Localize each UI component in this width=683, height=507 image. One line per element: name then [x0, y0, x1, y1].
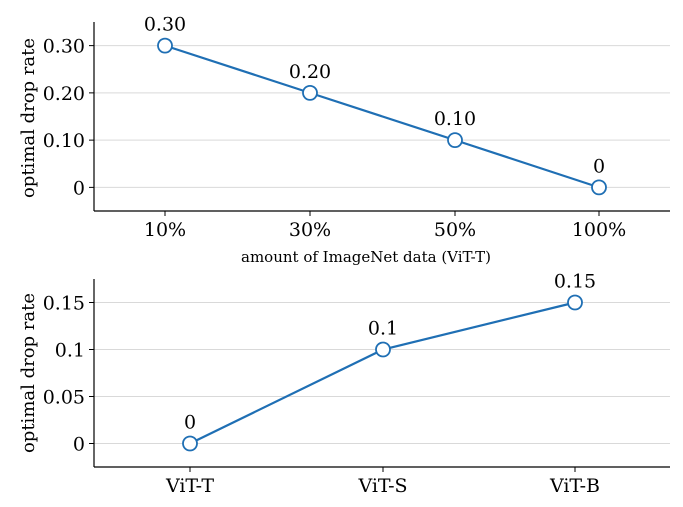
bottom-data-labels: 0 0.1 0.15 — [184, 271, 596, 434]
bottom-data-point — [182, 435, 198, 452]
top-data-labels: 0.30 0.20 0.10 0 — [144, 14, 605, 178]
bottom-y-tick-label: 0.05 — [43, 387, 85, 409]
top-grid — [94, 45, 670, 188]
top-x-tick-label: 30% — [289, 219, 331, 241]
top-y-axis-title: optimal drop rate — [18, 38, 39, 198]
chart-top-imagenet-data: 0 0.10 0.20 0.30 10% 30% 50% 100% 0.30 0.20 0.10… — [18, 14, 670, 266]
top-data-label: 0 — [593, 155, 605, 177]
bottom-x-tick-label: ViT-S — [357, 475, 407, 497]
bottom-data-point — [375, 341, 391, 358]
top-y-tick-label: 0.20 — [43, 83, 85, 105]
top-x-axis-title: amount of ImageNet data (ViT-T) — [241, 248, 491, 266]
bottom-y-axis-title: optimal drop rate — [18, 293, 39, 453]
chart-bottom-model-size: 0 0.05 0.1 0.15 ViT-T ViT-S ViT-B 0 0.1 0.15 op… — [18, 271, 670, 497]
bottom-x-tick-label: ViT-T — [165, 475, 214, 497]
top-data-point — [302, 84, 318, 101]
top-y-tick-label: 0 — [73, 177, 85, 199]
top-y-tick-label: 0.30 — [43, 36, 85, 58]
bottom-data-label: 0.15 — [554, 271, 596, 293]
top-y-tick-label: 0.10 — [43, 130, 85, 152]
top-x-tick-label: 10% — [144, 219, 186, 241]
top-data-point — [157, 37, 173, 54]
bottom-data-point — [567, 294, 583, 311]
top-x-tick-label: 100% — [572, 219, 626, 241]
top-series-line — [164, 44, 600, 189]
top-y-ticks: 0 0.10 0.20 0.30 — [43, 36, 94, 199]
top-data-label: 0.20 — [289, 61, 331, 83]
bottom-axes — [93, 279, 670, 468]
top-data-label: 0.30 — [144, 14, 186, 36]
bottom-data-label: 0.1 — [368, 318, 398, 340]
top-data-label: 0.10 — [434, 108, 476, 130]
bottom-x-tick-label: ViT-B — [549, 475, 600, 497]
bottom-y-tick-label: 0.1 — [55, 340, 85, 362]
bottom-x-ticks: ViT-T ViT-S ViT-B — [165, 467, 600, 497]
top-data-point — [591, 179, 607, 196]
bottom-y-ticks: 0 0.05 0.1 0.15 — [43, 293, 94, 456]
bottom-y-tick-label: 0.15 — [43, 293, 85, 315]
top-x-ticks: 10% 30% 50% 100% — [144, 211, 626, 241]
bottom-data-label: 0 — [184, 412, 196, 434]
top-data-point — [447, 132, 463, 149]
top-x-tick-label: 50% — [434, 219, 476, 241]
top-axes — [93, 22, 670, 212]
top-series — [157, 37, 607, 196]
bottom-series — [182, 294, 583, 452]
bottom-y-tick-label: 0 — [73, 434, 85, 456]
